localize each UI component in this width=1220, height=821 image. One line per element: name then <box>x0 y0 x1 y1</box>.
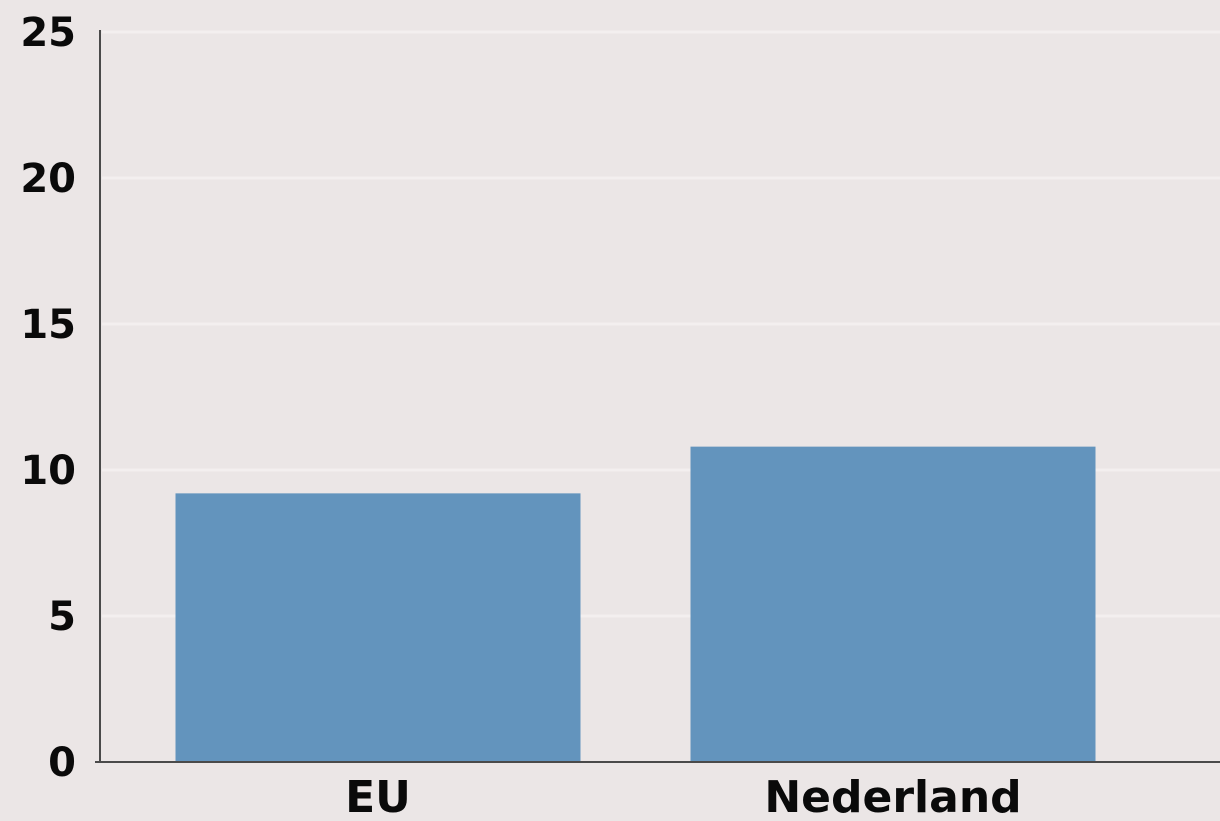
x-tick-label-eu: EU <box>345 772 411 821</box>
y-tick-label-10: 10 <box>20 448 76 494</box>
bar-nederland <box>690 446 1096 762</box>
bars <box>175 446 1096 762</box>
y-tick-label-0: 0 <box>48 740 76 786</box>
y-tick-label-25: 25 <box>20 10 76 56</box>
bar-eu <box>175 493 581 762</box>
axes <box>95 30 1220 763</box>
y-tick-label-5: 5 <box>48 594 76 640</box>
y-tick-label-15: 15 <box>20 302 76 348</box>
x-tick-label-nederland: Nederland <box>764 772 1021 821</box>
y-tick-labels: 0 5 10 15 20 25 <box>20 10 76 786</box>
y-tick-label-20: 20 <box>20 156 76 202</box>
x-tick-labels: EU Nederland <box>345 772 1022 821</box>
